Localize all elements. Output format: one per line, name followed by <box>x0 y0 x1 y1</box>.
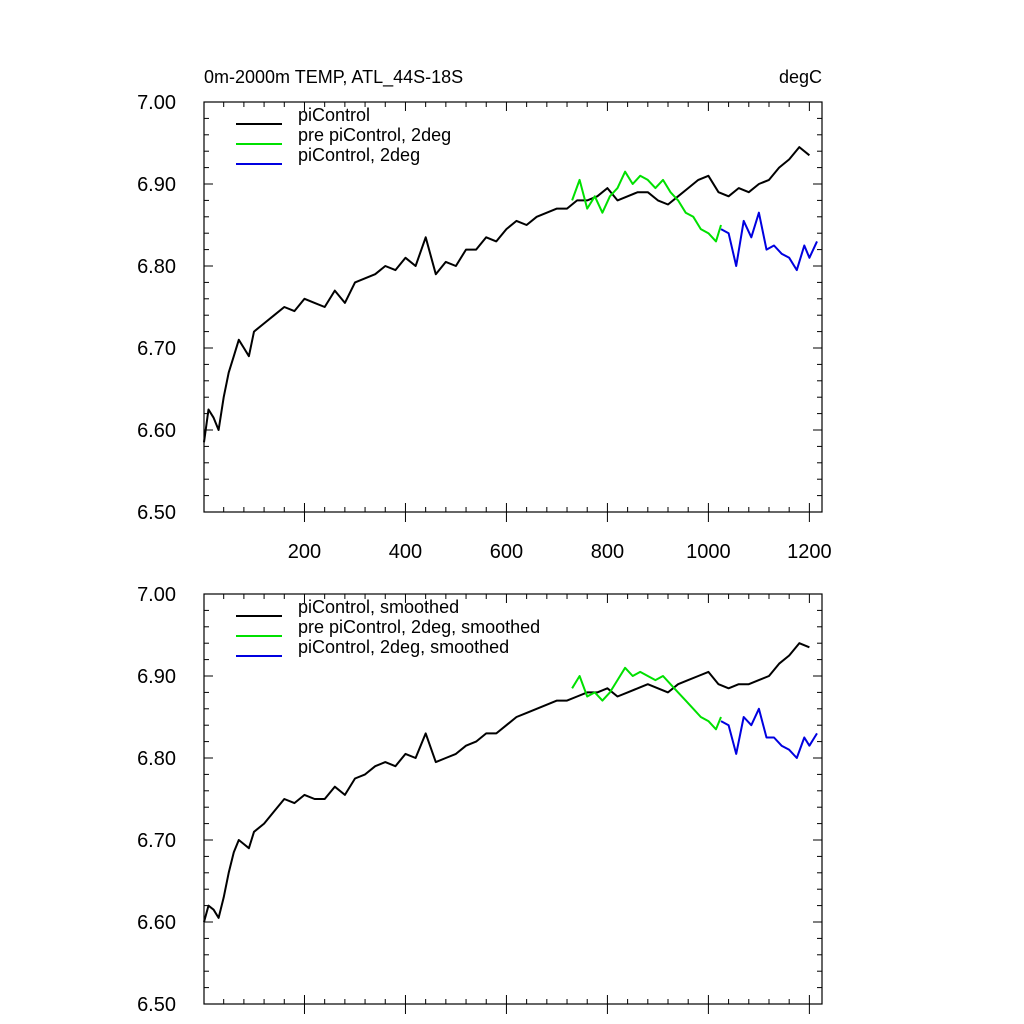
y-tick-label: 6.90 <box>137 666 176 688</box>
x-tick-label: 600 <box>490 541 523 563</box>
series-line-1 <box>571 170 722 243</box>
plot-frame <box>203 593 823 1005</box>
legend-label: piControl, 2deg <box>298 145 420 165</box>
top-panel: 0m-2000m TEMP, ATL_44S-18S degC 6.50 6.60… <box>137 67 832 563</box>
y-tick-label: 6.70 <box>137 830 176 852</box>
units-label: degC <box>779 67 822 87</box>
x-tick-label: 1200 <box>787 541 832 563</box>
y-tick-label: 6.90 <box>137 174 176 196</box>
y-tick-label: 6.70 <box>137 338 176 360</box>
x-tick-label: 400 <box>389 541 422 563</box>
plot-frame <box>203 101 823 513</box>
series-line-0 <box>203 642 810 923</box>
legend-label: piControl, smoothed <box>298 597 459 617</box>
y-tick-label: 6.50 <box>137 502 176 524</box>
y-tick-label: 6.60 <box>137 420 176 442</box>
y-tick-label: 7.00 <box>137 584 176 606</box>
legend-label: pre piControl, 2deg <box>298 125 451 145</box>
y-tick-label: 6.80 <box>137 256 176 278</box>
x-tick-label: 800 <box>591 541 624 563</box>
legend-label: piControl, 2deg, smoothed <box>298 637 509 657</box>
legend-label: pre piControl, 2deg, smoothed <box>298 617 540 637</box>
series-line-2 <box>720 211 818 272</box>
y-tick-label: 6.50 <box>137 994 176 1016</box>
series-line-0 <box>203 146 811 443</box>
legend-label: piControl <box>298 105 370 125</box>
y-tick-label: 7.00 <box>137 92 176 114</box>
series-line-1 <box>571 666 722 731</box>
bottom-panel: 6.50 6.60 6.70 6.80 6.90 7.00 piControl, smoot… <box>137 584 823 1016</box>
chart-title: 0m-2000m TEMP, ATL_44S-18S <box>204 67 463 88</box>
y-tick-label: 6.60 <box>137 912 176 934</box>
series-line-2 <box>720 707 818 759</box>
y-tick-label: 6.80 <box>137 748 176 770</box>
x-tick-label: 200 <box>288 541 321 563</box>
x-tick-label: 1000 <box>686 541 731 563</box>
